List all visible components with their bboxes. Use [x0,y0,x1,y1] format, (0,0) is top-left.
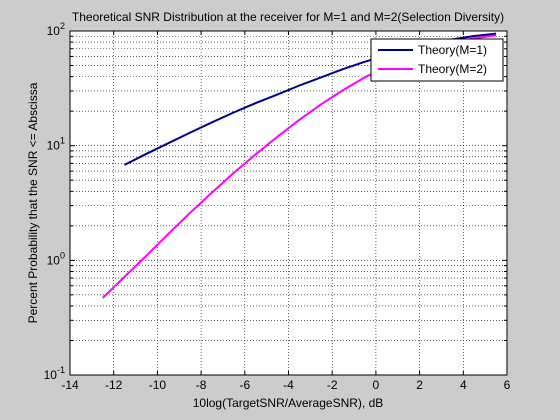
x-tick-label: 2 [416,378,423,392]
axis-ticks [69,31,508,376]
legend-box [370,38,504,82]
y-tick-label: 101 [47,136,65,153]
x-tick-label: -2 [327,378,338,392]
x-tick-labels: -14 -12 -10 -8 -6 -4 -2 0 2 4 6 [61,378,510,392]
y-tick-labels: 10-1 100 101 102 [44,21,65,382]
x-tick-label: 0 [373,378,380,392]
y-tick-label: 102 [47,21,65,38]
x-tick-label: 4 [460,378,467,392]
x-tick-label: -14 [61,378,79,392]
x-tick-label: 6 [504,378,511,392]
legend-label-m1: Theory(M=1) [418,43,487,57]
chart-title: Theoretical SNR Distribution at the rece… [72,10,504,24]
legend: Theory(M=1) Theory(M=2) [370,38,504,82]
y-tick-label: 10-1 [44,365,65,382]
y-axis-label: Percent Probability that the SNR <= Absc… [26,82,40,323]
x-axis-label: 10log(TargetSNR/AverageSNR), dB [193,396,384,410]
legend-label-m2: Theory(M=2) [418,62,487,76]
x-tick-label: -10 [149,378,167,392]
x-tick-label: -6 [239,378,250,392]
x-tick-label: -12 [105,378,123,392]
grid-lines [70,31,507,375]
y-tick-label: 100 [47,250,65,267]
x-tick-label: -8 [196,378,207,392]
x-tick-label: -4 [283,378,294,392]
